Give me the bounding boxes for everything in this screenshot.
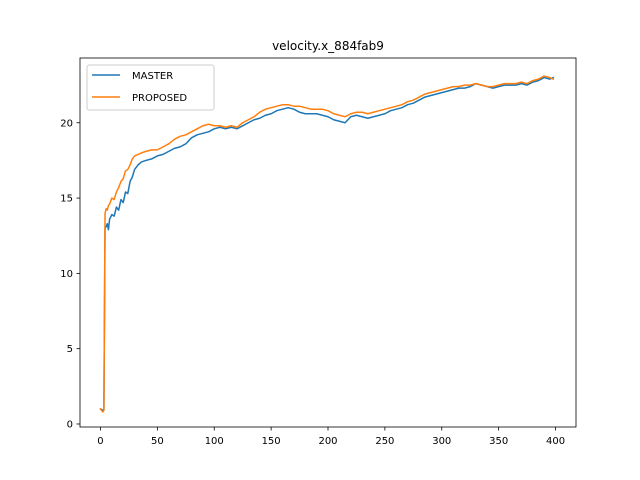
y-tick-label: 15 — [60, 194, 73, 205]
plot-area: 0 50 100 150 200 250 300 350 400 0 5 10 15 20 — [60, 57, 577, 447]
x-tick-label: 200 — [318, 436, 337, 447]
legend: MASTER PROPOSED — [86, 64, 215, 111]
y-tick-label: 0 — [67, 419, 73, 430]
chart-title: velocity.x_884fab9 — [272, 39, 384, 53]
x-tick-label: 0 — [97, 436, 103, 447]
x-tick-label: 150 — [262, 436, 281, 447]
x-tick-label: 350 — [489, 436, 508, 447]
x-tick-label: 250 — [375, 436, 394, 447]
y-tick-label: 5 — [67, 344, 73, 355]
x-tick-label: 100 — [205, 436, 224, 447]
y-tick-label: 10 — [60, 269, 73, 280]
y-tick-label: 20 — [60, 118, 73, 129]
legend-frame — [86, 64, 215, 111]
series-line-proposed — [99, 75, 555, 413]
legend-label-proposed: PROPOSED — [132, 93, 187, 104]
series-line-master — [99, 76, 555, 412]
x-tick-label: 400 — [546, 436, 565, 447]
x-tick-label: 50 — [151, 436, 164, 447]
x-tick-label: 300 — [432, 436, 451, 447]
legend-label-master: MASTER — [132, 71, 173, 82]
